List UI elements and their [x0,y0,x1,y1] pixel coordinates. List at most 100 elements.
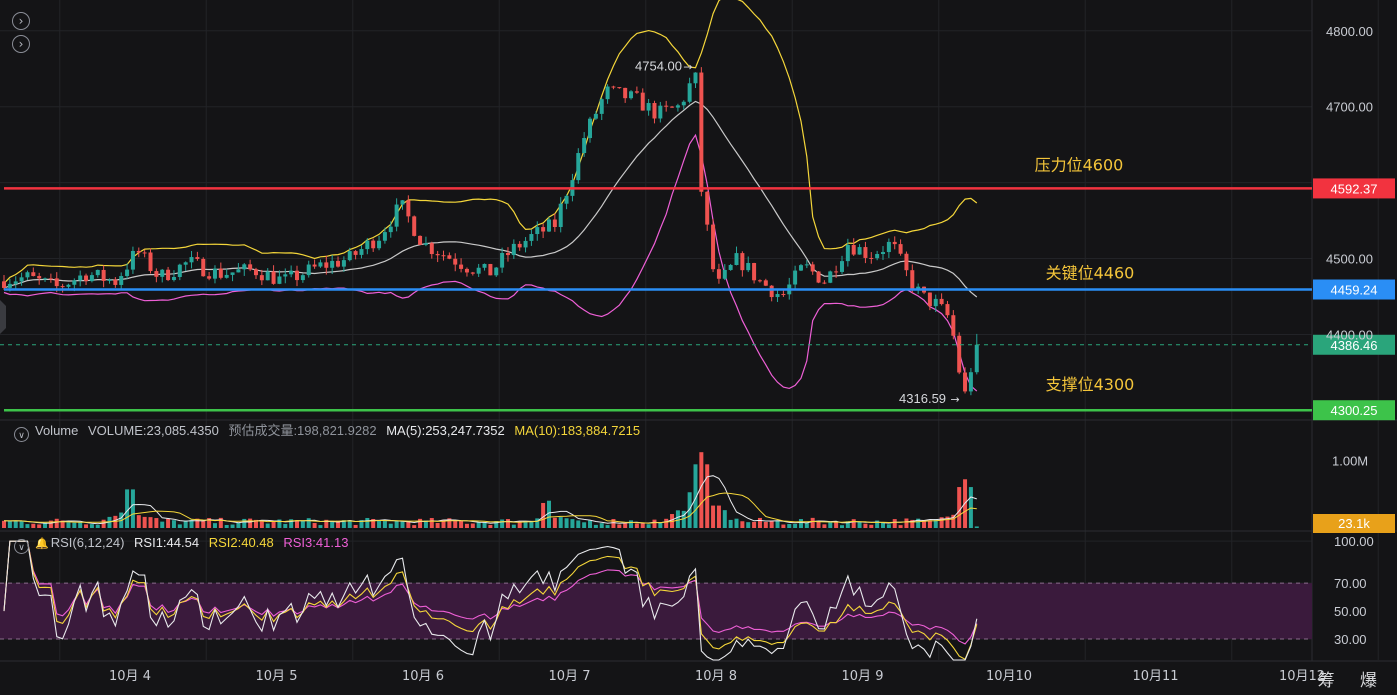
candle-body [974,344,979,373]
candle-body [265,271,270,281]
candle-body [517,243,522,248]
volume-bar [459,520,464,528]
candle [336,256,341,268]
candle-body [863,247,868,258]
candle-body [857,247,862,255]
candle-body [757,280,762,282]
candle-body [154,271,159,277]
candle-body [37,276,42,279]
rsi2-line [3,540,978,660]
candle [195,251,200,261]
candle [189,250,194,269]
volume-bar [382,521,387,528]
volume-bar [60,520,65,528]
volume-bar [763,521,768,528]
volume-bar [910,519,915,528]
candle [798,263,803,272]
candle [306,260,311,278]
candle [371,238,376,252]
candle-body [148,252,153,272]
volume-bar [412,525,417,528]
candle-body [804,264,809,266]
volume-bar [78,522,83,528]
candle-body [371,240,376,249]
volume-bar [494,521,499,528]
candle [207,272,212,281]
candle [734,246,739,266]
price-tick-label: 4500.00 [1326,252,1373,267]
candle-body [728,265,733,270]
candle-body [177,264,182,277]
grid-lines [0,0,1397,662]
rsi-band [0,583,1312,640]
candle-body [125,269,130,277]
candle [295,265,300,287]
candle [658,101,663,123]
candle-body [470,272,475,274]
volume-bar [136,515,141,528]
candle-body [588,118,593,139]
volume-bar [716,505,721,528]
candle [599,97,604,121]
volume-bar [693,464,698,528]
collapse-icon[interactable]: ∨ [14,427,29,442]
candle [588,116,593,143]
candle [500,247,505,273]
candle-body [48,278,53,280]
volume-bar [359,520,364,528]
price-tick-label: 4700.00 [1326,100,1373,115]
volume-bar [529,521,534,528]
candle-body [19,277,24,282]
candle-body [412,216,417,236]
volume-bar [236,523,241,528]
candle-body [341,260,346,267]
candle-body [693,72,698,84]
volume-bar [300,520,305,528]
candle-body [306,264,311,276]
corner-tools[interactable]: 筹 爆 [1317,671,1387,691]
candle-body [968,372,973,392]
candle-body [869,257,874,259]
volume-bar [881,522,886,528]
candle-body [218,268,223,278]
candle [505,247,510,262]
volume-bar [746,522,751,528]
volume-bar [623,523,628,528]
candle [693,72,698,89]
volume-bar [793,523,798,528]
volume-bar [769,521,774,528]
candle-body [7,283,12,288]
candle [394,198,399,232]
candle-body [295,270,300,281]
candle [933,294,938,312]
candle [582,132,587,157]
candle-body [494,267,499,276]
candle [441,250,446,261]
candle [511,239,516,259]
candle-body [816,271,821,283]
candle [546,217,551,233]
collapse-icon[interactable]: ∨ [14,539,29,554]
candle [863,241,868,264]
volume-bar [593,524,598,528]
candle [793,265,798,289]
candle [904,251,909,277]
candle-body [963,372,968,392]
chevron-right-icon[interactable]: › [12,35,30,53]
candle [271,265,276,285]
candle-body [418,235,423,245]
chevron-right-icon[interactable]: › [12,12,30,30]
volume-bar [957,487,962,528]
candle-body [681,101,686,106]
bell-icon[interactable]: 🔔 [35,538,49,550]
candle-body [599,99,604,114]
volume-bar [974,526,979,528]
key-price-tag [1313,279,1395,300]
candle-body [500,252,505,268]
volume-bar [95,524,100,528]
candle [488,263,493,276]
candle-body [898,244,903,254]
candle [43,277,48,282]
